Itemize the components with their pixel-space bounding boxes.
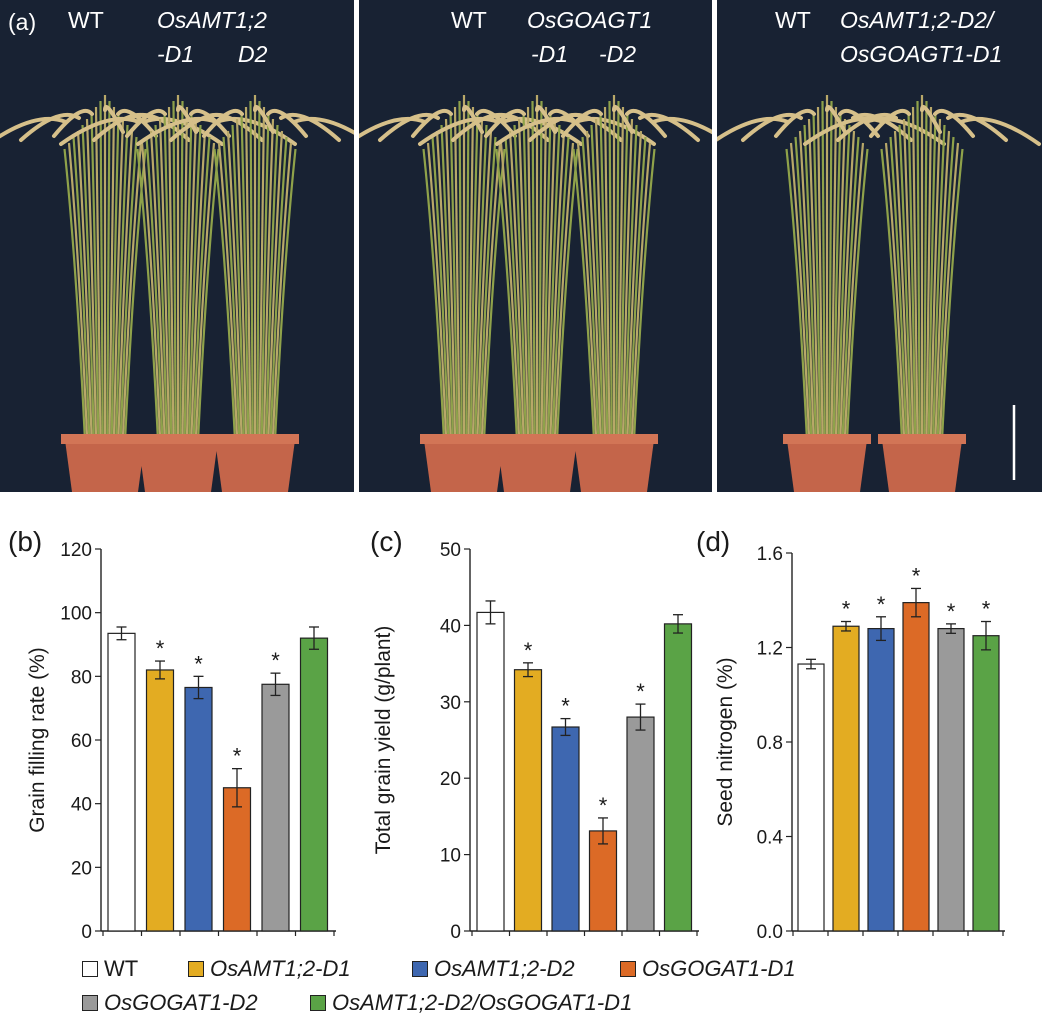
- significance-star: *: [842, 597, 851, 622]
- legend-label-osamt1-2-d2: OsAMT1;2-D2: [434, 956, 575, 982]
- y-tick-label: 0: [81, 922, 92, 943]
- y-tick-label: 40: [71, 795, 92, 816]
- bar: [903, 603, 929, 931]
- y-tick-label: 120: [60, 540, 92, 561]
- y-tick-label: 0: [450, 922, 461, 943]
- bar: [301, 638, 328, 931]
- bar: [665, 624, 692, 931]
- bar: [108, 633, 135, 931]
- bar: [477, 612, 504, 931]
- significance-star: *: [912, 563, 921, 588]
- significance-star: *: [194, 651, 203, 676]
- chart-b: 0 20 40 60 80 100 120 Grain filling rate (%) (b)…: [8, 526, 336, 943]
- y-tick-label: 20: [71, 858, 92, 879]
- legend-item-osamt1-2-d1: OsAMT1;2-D1: [188, 956, 351, 982]
- y-tick-label: 20: [440, 769, 461, 790]
- significance-star: *: [636, 679, 645, 704]
- significance-star: *: [599, 793, 608, 818]
- significance-star: *: [524, 638, 533, 663]
- bar: [868, 629, 894, 931]
- bar: [590, 831, 617, 931]
- y-tick-label: 0.4: [757, 828, 784, 849]
- y-tick-label: 1.6: [757, 544, 783, 565]
- significance-star: *: [271, 648, 280, 673]
- bar: [627, 717, 654, 931]
- panel-label: (c): [370, 526, 403, 557]
- y-tick-label: 0.8: [757, 733, 783, 754]
- bar: [938, 629, 964, 931]
- legend: WT OsAMT1;2-D1 OsAMT1;2-D2 OsGOGAT1-D1 O…: [82, 952, 782, 1018]
- legend-label-osamt1-2-d1: OsAMT1;2-D1: [210, 956, 351, 982]
- chart-c: 0 10 20 30 40 50 Total grain yield (g/plant) (c…: [370, 526, 699, 943]
- chart-d: 0.0 0.4 0.8 1.2 1.6 Seed nitrogen (%) (d) * * * * *: [696, 526, 1005, 943]
- bar: [833, 626, 859, 931]
- legend-item-osgogat1-d2: OsGOGAT1-D2: [82, 990, 258, 1016]
- bar: [552, 727, 579, 931]
- legend-swatch-double-mutant: [310, 995, 326, 1011]
- legend-item-wt: WT: [82, 956, 138, 982]
- legend-swatch-osgogat1-d1: [620, 961, 636, 977]
- y-axis-label: Seed nitrogen (%): [714, 657, 737, 826]
- legend-label-double-mutant: OsAMT1;2-D2/OsGOGAT1-D1: [332, 990, 632, 1016]
- bar: [185, 687, 212, 931]
- legend-item-osgogat1-d1: OsGOGAT1-D1: [620, 956, 796, 982]
- y-tick-label: 1.2: [757, 639, 783, 660]
- y-tick-label: 50: [440, 540, 461, 561]
- legend-swatch-osamt1-2-d1: [188, 961, 204, 977]
- significance-star: *: [947, 599, 956, 624]
- legend-swatch-osgogat1-d2: [82, 995, 98, 1011]
- y-axis-label: Grain filling rate (%): [26, 647, 49, 833]
- panel-label: (d): [696, 526, 730, 557]
- bar-charts: 020406080100120Grain filling rate (%)(b)…: [0, 0, 1042, 950]
- significance-star: *: [233, 744, 242, 769]
- y-tick-label: 60: [71, 731, 92, 752]
- y-tick-label: 30: [440, 693, 461, 714]
- significance-star: *: [156, 636, 165, 661]
- legend-swatch-osamt1-2-d2: [412, 961, 428, 977]
- y-axis-label: Total grain yield (g/plant): [372, 626, 395, 855]
- significance-star: *: [982, 597, 991, 622]
- significance-star: *: [877, 592, 886, 617]
- bar: [224, 788, 251, 931]
- legend-swatch-wt: [82, 961, 98, 977]
- y-tick-label: 0.0: [757, 922, 783, 943]
- y-tick-label: 10: [440, 846, 461, 867]
- panel-label: (b): [8, 526, 42, 557]
- legend-item-osamt1-2-d2: OsAMT1;2-D2: [412, 956, 575, 982]
- bar: [973, 636, 999, 931]
- legend-label-osgogat1-d2: OsGOGAT1-D2: [104, 990, 258, 1016]
- y-tick-label: 100: [60, 604, 92, 625]
- y-tick-label: 80: [71, 667, 92, 688]
- bar: [262, 684, 289, 931]
- legend-label-osgogat1-d1: OsGOGAT1-D1: [642, 956, 796, 982]
- legend-item-double-mutant: OsAMT1;2-D2/OsGOGAT1-D1: [310, 990, 632, 1016]
- legend-label-wt: WT: [104, 956, 138, 982]
- y-tick-label: 40: [440, 616, 461, 637]
- bar: [798, 664, 824, 931]
- bar: [147, 670, 174, 931]
- bar: [515, 670, 542, 931]
- significance-star: *: [561, 694, 570, 719]
